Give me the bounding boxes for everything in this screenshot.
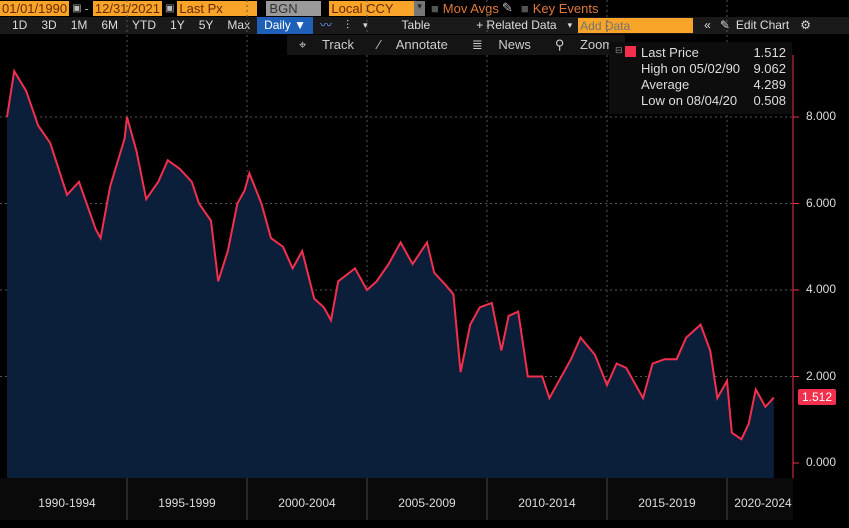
pencil-icon[interactable]: ✎ — [719, 18, 730, 32]
track-label: Track — [321, 37, 354, 52]
period-toolbar: 1D 3D 1M 6M YTD 1Y 5Y Max Daily ▼ 〰 ⫶ ▾ … — [0, 17, 849, 34]
period-1m[interactable]: 1M — [70, 18, 88, 32]
legend: ⊟ Last Price 1.512 High on 05/02/90 9.062 … — [609, 42, 792, 114]
legend-last-value: 1.512 — [753, 45, 786, 60]
legend-high-label: High on 05/02/90 — [641, 61, 741, 76]
collapse-icon[interactable]: « — [704, 18, 711, 32]
calendar-icon[interactable]: ▣ — [164, 2, 175, 14]
x-tick-label: 2005-2009 — [398, 496, 456, 510]
legend-low-label: Low on 08/04/20 — [641, 93, 738, 108]
candlestick-icon[interactable]: ⫶ — [345, 18, 349, 32]
currency-select[interactable]: Local CCY — [329, 0, 415, 16]
magnifier-icon: ⚲ — [554, 37, 568, 52]
news-icon: ≣ — [471, 37, 487, 52]
annotate-icon: ⁄ — [377, 37, 384, 52]
calendar-icon[interactable]: ▣ — [72, 2, 82, 14]
related-data-button[interactable]: + Related Data — [476, 18, 557, 32]
line-chart-icon[interactable]: 〰 — [319, 18, 332, 32]
annotate-button[interactable]: ⁄ Annotate — [366, 35, 460, 55]
x-tick-label: 2020-2024 — [734, 496, 792, 510]
field-select[interactable]: Last Px — [177, 0, 258, 16]
zoom-button[interactable]: ⚲ Zoom — [543, 35, 625, 55]
chevron-down-icon[interactable]: ▾ — [567, 20, 573, 30]
annotate-label: Annotate — [395, 37, 448, 52]
period-3d[interactable]: 3D — [41, 18, 57, 32]
last-price-label: 1.512 — [798, 389, 837, 405]
chevron-down-icon[interactable]: ▾ — [414, 0, 425, 16]
period-6m[interactable]: 6M — [101, 18, 119, 32]
mov-avgs-checkbox[interactable]: ■ — [430, 0, 439, 16]
collapse-tree-icon[interactable]: ⊟ — [615, 45, 623, 55]
mov-avgs-label[interactable]: Mov Avgs — [442, 0, 499, 16]
x-tick-label: 2010-2014 — [518, 496, 576, 510]
period-1d[interactable]: 1D — [12, 18, 28, 32]
period-1y[interactable]: 1Y — [170, 18, 185, 32]
price-line — [6, 68, 775, 441]
y-tick-label: 4.000 — [806, 282, 837, 296]
key-events-label[interactable]: Key Events — [532, 0, 599, 16]
frequency-select[interactable]: Daily ▼ — [257, 17, 313, 34]
news-label: News — [498, 37, 531, 52]
legend-low-value: 0.508 — [753, 93, 786, 108]
pencil-icon[interactable]: ✎ — [501, 0, 513, 15]
top-toolbar: 01/01/1990 ▣ - 12/31/2021 ▣ Last Px BGN … — [0, 0, 849, 16]
y-tick-label: 0.000 — [806, 455, 837, 469]
legend-last-label: Last Price — [641, 45, 699, 60]
y-tick-label: 2.000 — [806, 368, 837, 383]
legend-avg-label: Average — [641, 77, 690, 92]
price-area — [7, 71, 774, 478]
edit-chart-button[interactable]: Edit Chart — [735, 18, 790, 32]
period-5y[interactable]: 5Y — [198, 18, 214, 32]
gear-icon[interactable]: ⚙ — [800, 18, 812, 32]
x-tick-label: 1990-1994 — [38, 496, 96, 510]
period-ytd[interactable]: YTD — [132, 18, 157, 32]
series-color-swatch — [625, 46, 636, 57]
legend-high-value: 9.062 — [753, 61, 786, 76]
track-button[interactable]: ⌖ Track — [287, 35, 366, 55]
x-tick-label: 2015-2019 — [638, 496, 696, 510]
date-dash: - — [84, 0, 89, 16]
crosshair-icon: ⌖ — [299, 37, 310, 52]
source-field[interactable]: BGN — [266, 0, 322, 16]
chevron-down-icon[interactable]: ▾ — [363, 20, 368, 30]
legend-avg-value: 4.289 — [753, 77, 786, 92]
start-date-input[interactable]: 01/01/1990 — [0, 0, 70, 16]
y-tick-label: 8.000 — [806, 109, 837, 123]
end-date-input[interactable]: 12/31/2021 — [92, 0, 162, 16]
x-tick-label: 2000-2004 — [278, 496, 336, 510]
period-max[interactable]: Max — [227, 18, 251, 32]
chart-tools: ⌖ Track ⁄ Annotate ≣ News ⚲ Zoom — [287, 35, 626, 55]
key-events-checkbox[interactable]: ■ — [520, 0, 529, 16]
zoom-label: Zoom — [579, 37, 614, 52]
news-button[interactable]: ≣ News — [460, 35, 543, 55]
x-tick-label: 1995-1999 — [158, 496, 216, 510]
y-tick-label: 6.000 — [806, 195, 837, 210]
table-button[interactable]: Table — [401, 18, 431, 32]
